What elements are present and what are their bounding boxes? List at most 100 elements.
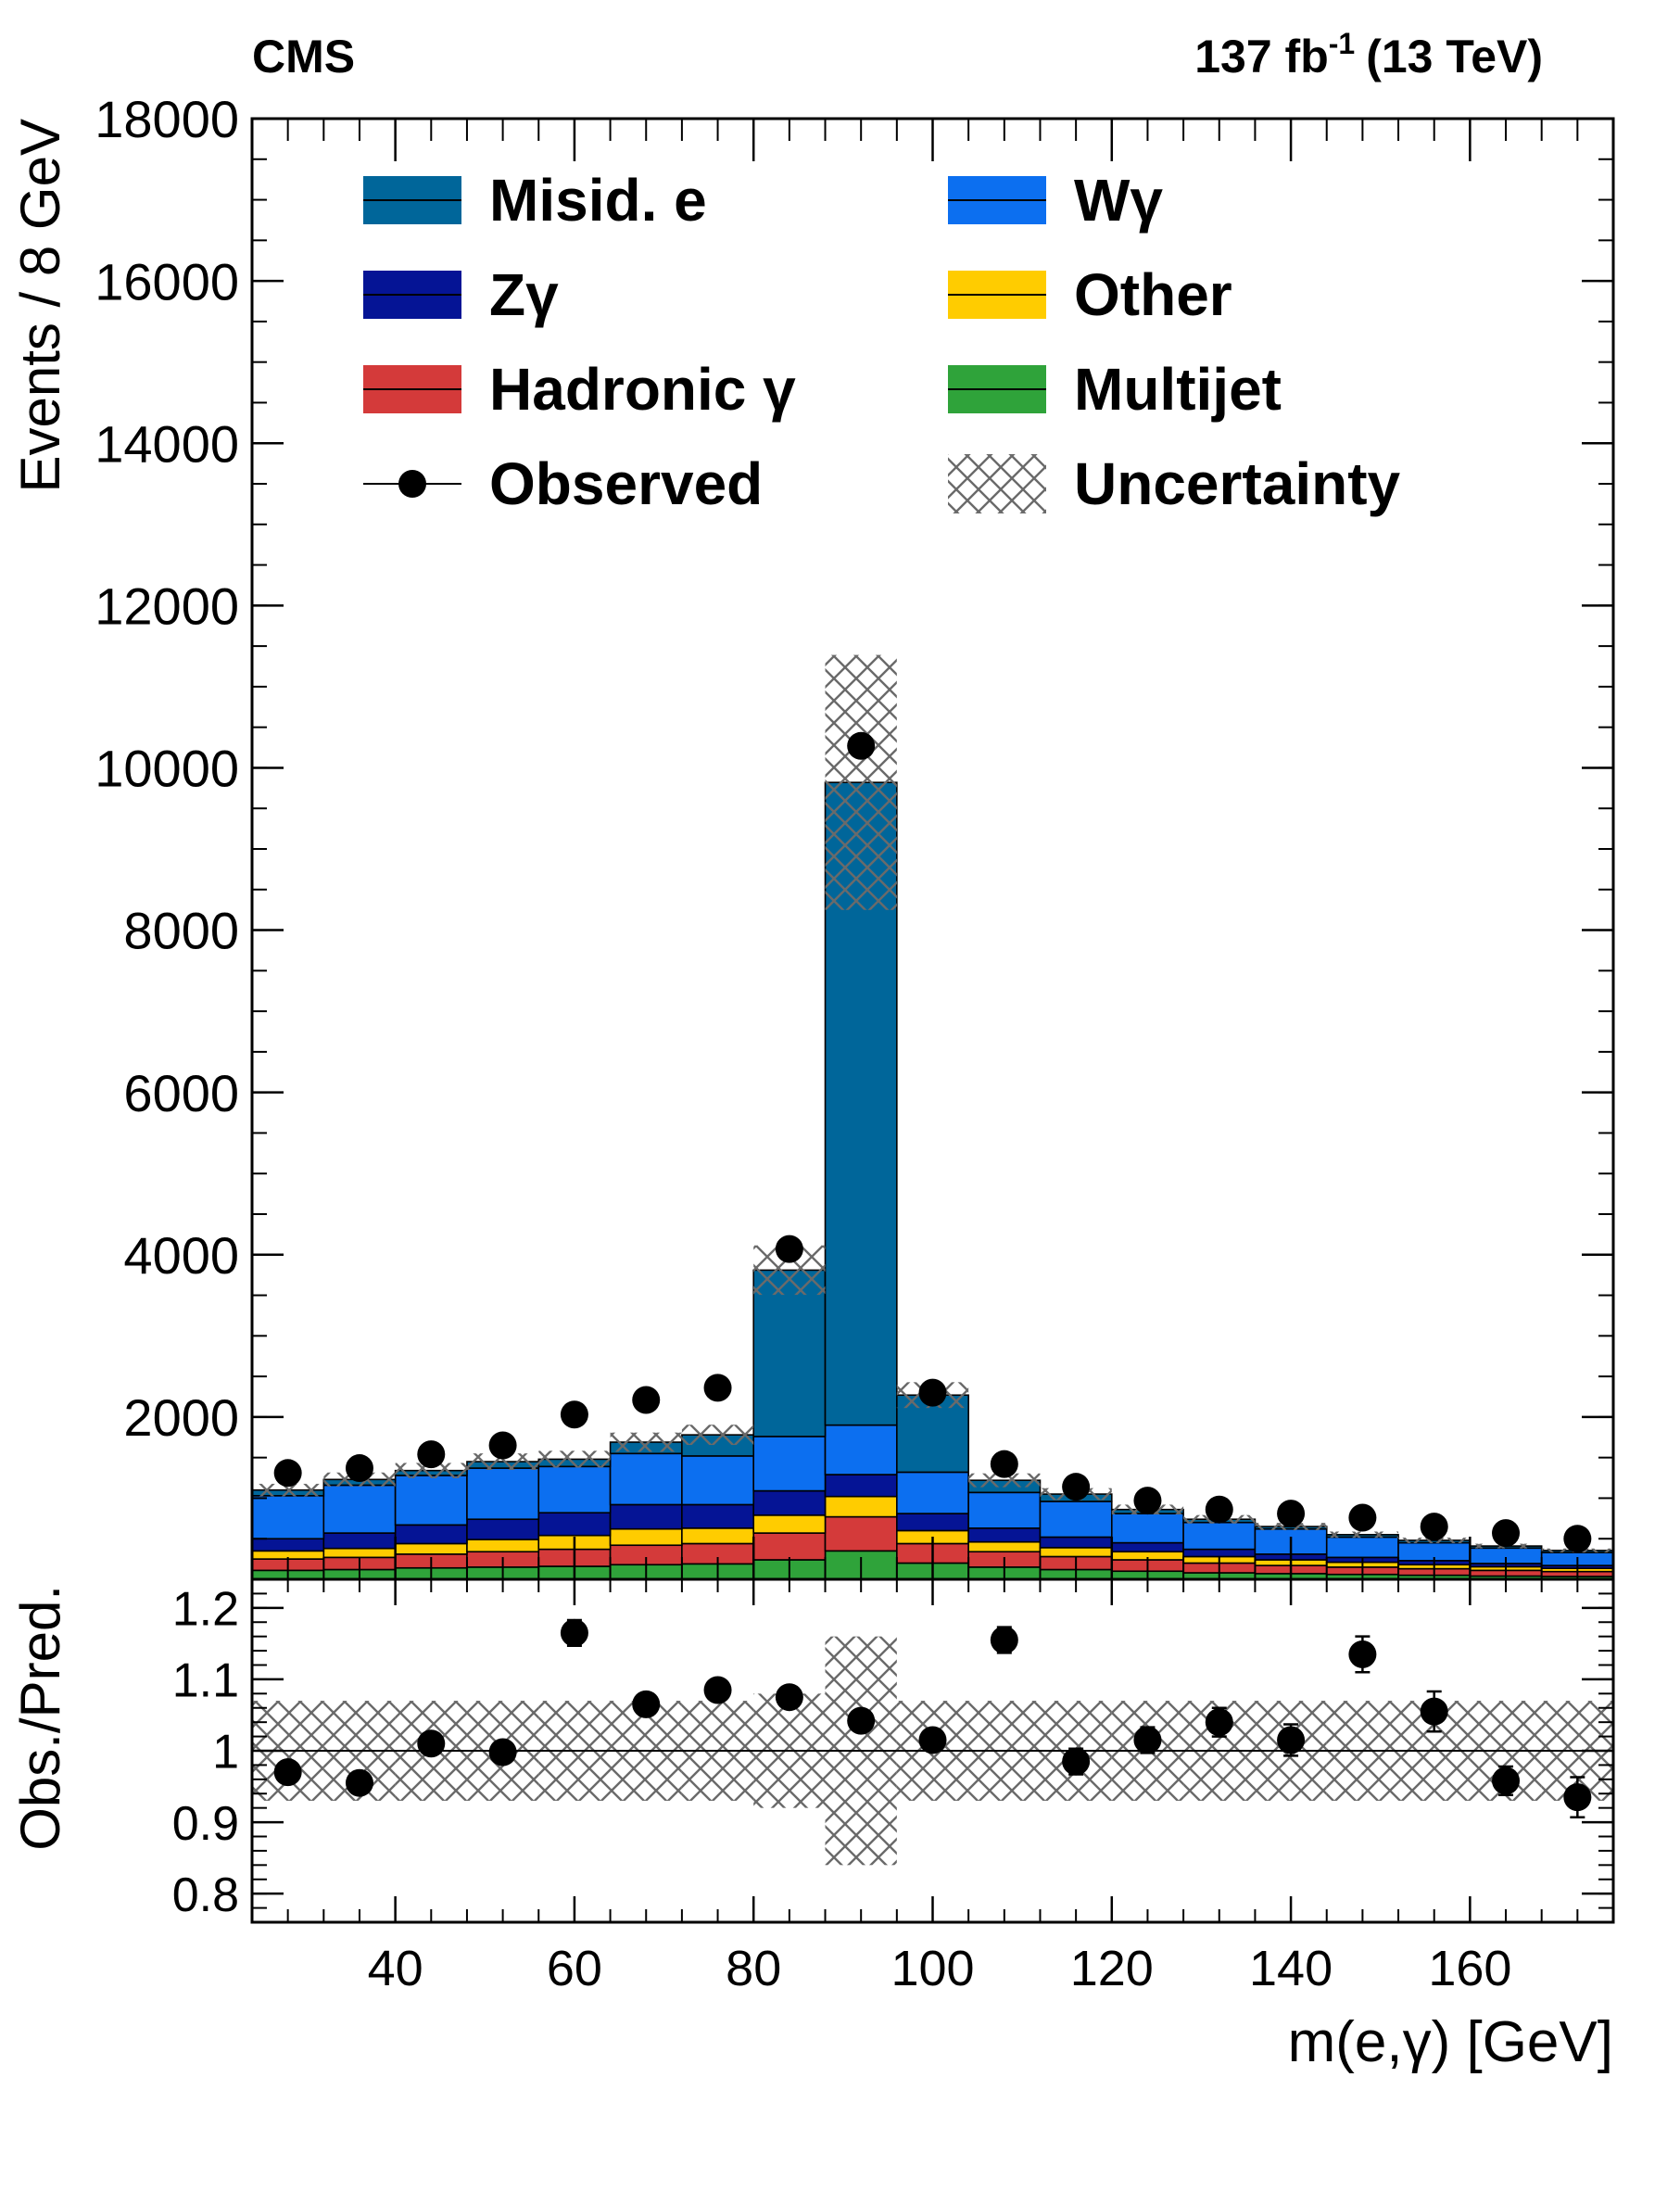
bar bbox=[967, 1540, 1042, 1553]
main-panel: 2000 4000 6000 8000 10000 12000 14000 16000 1800… bbox=[9, 90, 1615, 1581]
uncertainty-bin bbox=[968, 1473, 1041, 1488]
ratio-marker bbox=[417, 1729, 446, 1758]
legend-entry-uncertainty: Uncertainty bbox=[948, 450, 1401, 517]
ratio-point bbox=[345, 1768, 373, 1797]
ratio-point bbox=[1348, 1635, 1377, 1674]
y-tick-label: 2000 bbox=[123, 1388, 239, 1447]
legend: Misid. e Wγ Zγ Other Hadronic γ Multijet Obser… bbox=[363, 167, 1401, 517]
lumi-exponent: -1 bbox=[1329, 27, 1355, 60]
bar bbox=[251, 1495, 325, 1540]
legend-entry: Multijet bbox=[948, 356, 1282, 423]
legend-marker bbox=[398, 470, 426, 498]
ratio-point bbox=[417, 1729, 446, 1758]
x-tick-label: 80 bbox=[726, 1941, 781, 1996]
x-tick-label: 60 bbox=[547, 1941, 602, 1996]
bar bbox=[824, 1424, 898, 1475]
cms-label: CMS bbox=[252, 31, 355, 82]
ratio-point bbox=[273, 1758, 302, 1787]
y-tick-label: 4000 bbox=[123, 1226, 239, 1285]
bar bbox=[681, 1455, 755, 1506]
bar bbox=[1325, 1536, 1399, 1559]
observed-point bbox=[273, 1459, 302, 1488]
ratio-point bbox=[1133, 1726, 1162, 1754]
y-tick-label: 12000 bbox=[95, 576, 239, 635]
observed-point bbox=[1277, 1500, 1306, 1528]
bar bbox=[896, 1513, 969, 1532]
bar bbox=[394, 1524, 468, 1545]
ratio-point bbox=[775, 1683, 803, 1712]
y-tick-label: 14000 bbox=[95, 414, 239, 473]
ratio-axes: 0.8 0.9 1 1.1 1.2 40 60 80 100 120 140 160 bbox=[172, 1577, 1615, 1996]
y-tick-label: 16000 bbox=[95, 252, 239, 310]
bar bbox=[1110, 1513, 1184, 1544]
legend-entry: Misid. e bbox=[363, 167, 707, 234]
bar bbox=[752, 1269, 827, 1437]
legend-label: Observed bbox=[489, 450, 763, 517]
y-tick-label: 1.1 bbox=[172, 1654, 239, 1708]
series-w bbox=[251, 1424, 1614, 1566]
bar bbox=[752, 1489, 827, 1516]
ratio-marker bbox=[775, 1683, 803, 1712]
legend-entry: Hadronic γ bbox=[363, 356, 796, 423]
legend-hatch bbox=[948, 454, 1046, 513]
legend-label: Misid. e bbox=[489, 167, 707, 234]
legend-entry: Wγ bbox=[948, 167, 1163, 234]
bar bbox=[1110, 1541, 1184, 1553]
series-misid-e bbox=[251, 781, 1614, 1553]
bar bbox=[896, 1471, 969, 1514]
y-tick-label: 8000 bbox=[123, 902, 239, 960]
legend-label: Other bbox=[1074, 261, 1232, 328]
bar bbox=[1039, 1501, 1113, 1539]
ratio-marker bbox=[560, 1618, 588, 1647]
y-tick-label: 18000 bbox=[95, 90, 239, 148]
ratio-marker bbox=[345, 1768, 373, 1797]
ratio-point bbox=[1420, 1690, 1448, 1733]
ratio-marker bbox=[273, 1758, 302, 1787]
ratio-point bbox=[990, 1626, 1018, 1654]
ratio-panel: 0.8 0.9 1 1.1 1.2 40 60 80 100 120 140 160 Obs./Pre… bbox=[9, 1577, 1615, 2074]
observed-point bbox=[488, 1431, 517, 1460]
ratio-marker bbox=[632, 1690, 661, 1718]
observed-point bbox=[1062, 1473, 1091, 1501]
ratio-marker bbox=[703, 1676, 732, 1704]
ratio-point bbox=[847, 1706, 876, 1735]
observed-point bbox=[1420, 1513, 1448, 1541]
observed-point bbox=[560, 1400, 588, 1429]
legend-label: Uncertainty bbox=[1074, 450, 1401, 517]
legend-entry: Zγ bbox=[363, 261, 559, 328]
legend-entry-observed: Observed bbox=[363, 450, 763, 517]
x-axis-title: m(e,γ) [GeV] bbox=[1288, 2010, 1613, 2074]
legend-label: Wγ bbox=[1074, 167, 1163, 234]
bar bbox=[322, 1484, 397, 1534]
bar bbox=[1039, 1536, 1113, 1549]
ratio-point bbox=[560, 1618, 588, 1647]
stacked-histogram bbox=[251, 781, 1614, 1580]
bar bbox=[967, 1527, 1042, 1543]
observed-points bbox=[273, 731, 1592, 1553]
ratio-point bbox=[488, 1738, 517, 1767]
series-z bbox=[251, 1474, 1614, 1569]
bar bbox=[1182, 1521, 1257, 1551]
ratio-marker bbox=[1133, 1726, 1162, 1754]
legend-label: Zγ bbox=[489, 261, 559, 328]
uncertainty-bin bbox=[466, 1453, 539, 1470]
observed-point bbox=[1563, 1525, 1592, 1553]
bar bbox=[537, 1465, 612, 1514]
ratio-point bbox=[1277, 1723, 1306, 1757]
ratio-marker bbox=[1420, 1697, 1448, 1726]
energy-value: (13 TeV) bbox=[1366, 31, 1543, 82]
ratio-marker bbox=[1492, 1767, 1521, 1795]
x-tick-label: 100 bbox=[891, 1941, 974, 1996]
bar bbox=[824, 1515, 898, 1552]
ratio-point bbox=[1563, 1776, 1592, 1818]
legend-label: Multijet bbox=[1074, 356, 1282, 423]
ratio-y-axis-title: Obs./Pred. bbox=[9, 1585, 71, 1851]
ratio-marker bbox=[1062, 1747, 1091, 1776]
bar bbox=[752, 1532, 827, 1561]
observed-point bbox=[1205, 1495, 1233, 1524]
y-tick-label: 6000 bbox=[123, 1064, 239, 1122]
observed-point bbox=[417, 1440, 446, 1469]
uncertainty-bin bbox=[1326, 1531, 1399, 1539]
legend-label: Hadronic γ bbox=[489, 356, 796, 423]
